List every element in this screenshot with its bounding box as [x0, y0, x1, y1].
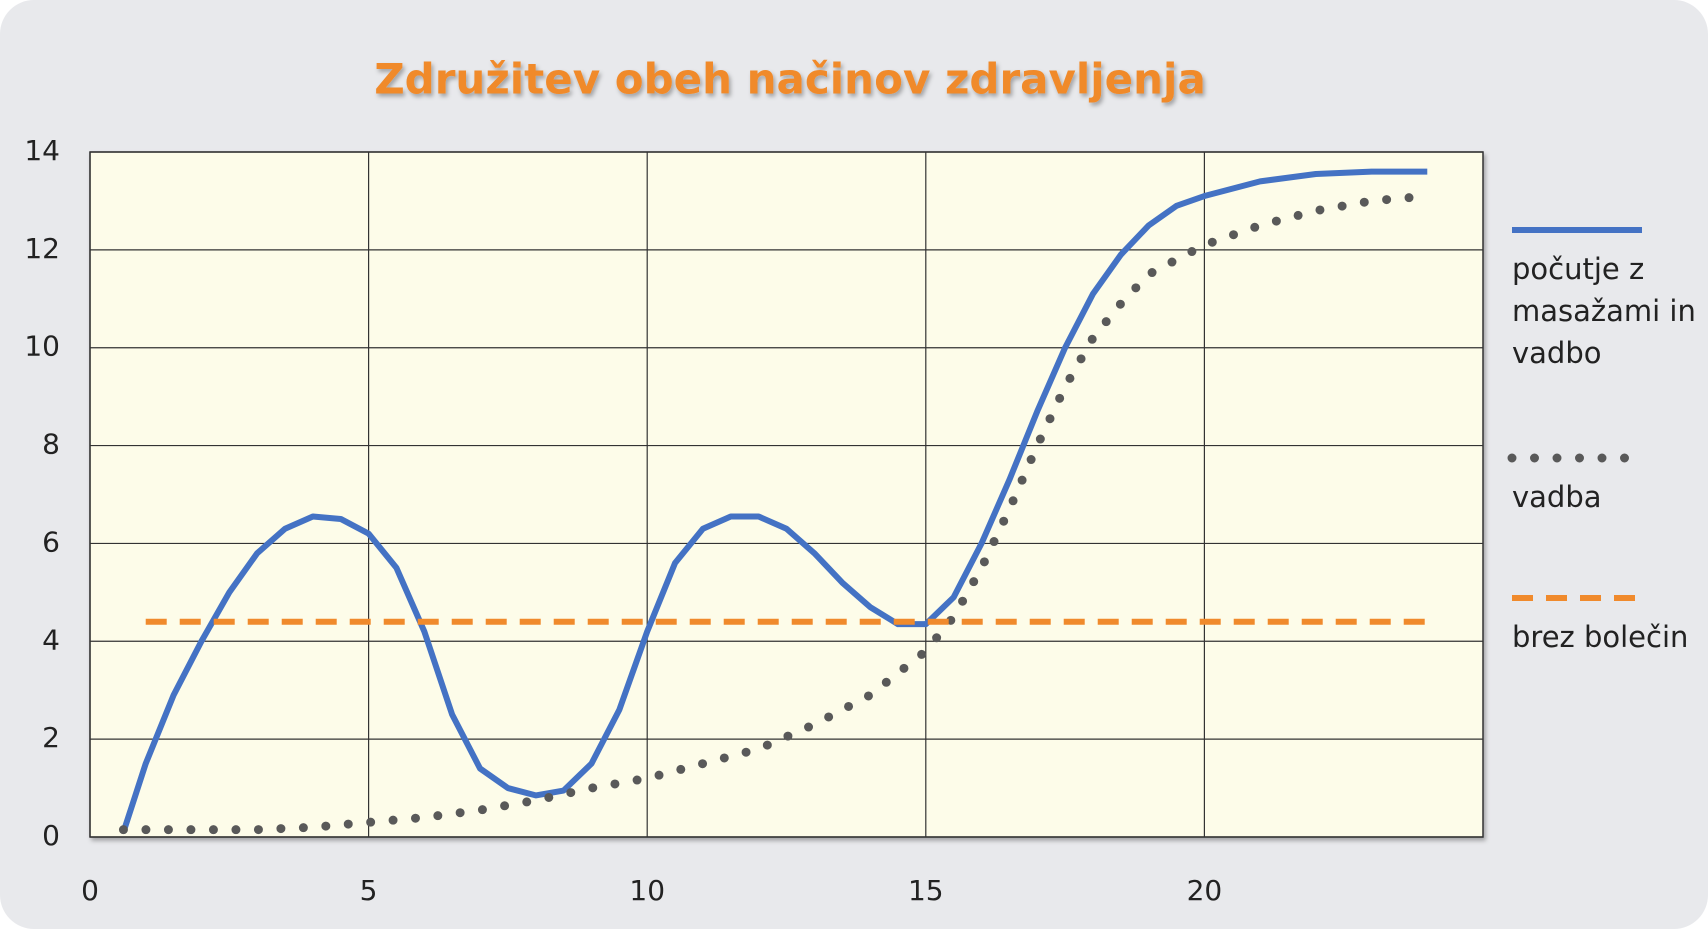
x-tick-label: 10 [629, 874, 665, 907]
y-tick-label: 12 [24, 232, 60, 265]
x-tick-label: 20 [1187, 874, 1223, 907]
legend-label: počutje z masažami in vadbo [1512, 252, 1696, 371]
plot-area [89, 151, 1484, 838]
series-line [118, 191, 1432, 835]
y-tick-label: 2 [42, 721, 60, 754]
y-tick-label: 10 [24, 330, 60, 363]
legend-entry: brez bolečin [1512, 620, 1689, 654]
x-tick-label: 5 [360, 874, 378, 907]
legend-entry: počutje z masažami in vadbo [1512, 252, 1696, 371]
y-tick-label: 0 [42, 819, 60, 852]
y-tick-label: 4 [42, 623, 60, 656]
legend-label: brez bolečin [1512, 620, 1689, 654]
y-tick-label: 8 [42, 428, 60, 461]
legend-label: vadba [1512, 480, 1602, 514]
series-line [120, 168, 1428, 834]
y-tick-label: 6 [42, 525, 60, 558]
chart-title: Združitev obeh načinov zdravljenja [374, 55, 1206, 104]
x-tick-label: 0 [81, 874, 99, 907]
x-tick-label: 15 [908, 874, 944, 907]
y-tick-label: 14 [24, 134, 60, 167]
legend-entry: vadba [1512, 480, 1602, 514]
